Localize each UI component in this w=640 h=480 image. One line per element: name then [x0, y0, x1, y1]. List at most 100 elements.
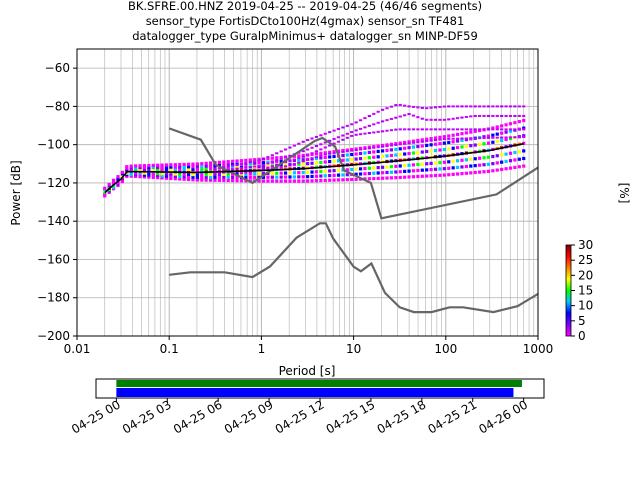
ppsd-bin	[464, 144, 468, 148]
ppsd-bin	[151, 167, 155, 172]
ppsd-bin	[314, 161, 319, 165]
ppsd-bin	[253, 158, 257, 162]
ppsd-branch-bin	[314, 135, 319, 138]
ppsd-branch-bin	[372, 146, 376, 149]
ppsd-bin	[354, 152, 358, 156]
ppsd-branch-bin	[464, 137, 468, 140]
ppsd-branch-bin	[231, 168, 235, 171]
ppsd-bin	[442, 160, 446, 164]
ppsd-bin	[328, 178, 332, 182]
ppsd-branch-bin	[336, 136, 341, 139]
ppsd-bin	[319, 178, 323, 183]
ppsd-bin	[460, 138, 464, 142]
ppsd-bin	[367, 145, 371, 149]
ppsd-branch-bin	[279, 157, 283, 160]
ppsd-branch-bin	[358, 133, 363, 136]
ppsd-bin	[438, 167, 442, 171]
ppsd-branch-bin	[310, 157, 314, 160]
ppsd-branch-bin	[455, 137, 460, 140]
ppsd-branch-bin	[517, 136, 521, 139]
ppsd-bin	[513, 165, 517, 170]
ppsd-bin	[310, 161, 314, 165]
ppsd-bin	[336, 159, 341, 163]
ppsd-bin	[253, 161, 257, 165]
ppsd-branch-bin	[363, 126, 367, 129]
ppsd-bin	[500, 160, 504, 164]
ppsd-bin	[156, 167, 160, 171]
ppsd-branch-bin	[508, 136, 513, 139]
ppsd-bin	[200, 164, 204, 168]
ppsd-bin	[288, 179, 292, 183]
ppsd-bin	[482, 135, 486, 139]
ppsd-branch-bin	[376, 146, 380, 149]
ppsd-bin	[336, 168, 341, 172]
ppsd-bin	[182, 175, 186, 179]
ppsd-branch-bin	[389, 117, 394, 120]
ppsd-bin	[385, 143, 389, 147]
ppsd-bin	[350, 157, 354, 162]
ppsd-bin	[389, 153, 394, 158]
ppsd-bin	[217, 172, 222, 176]
ppsd-bin	[447, 147, 451, 151]
ppsd-bin	[292, 171, 296, 175]
ppsd-bin	[323, 174, 327, 178]
ppsd-bin	[482, 163, 486, 167]
ppsd-branch-bin	[517, 128, 521, 131]
ppsd-bin	[517, 120, 521, 124]
ppsd-bin	[235, 159, 239, 163]
ppsd-bin	[182, 165, 186, 169]
ppsd-branch-bin	[323, 132, 327, 135]
ppsd-branch-bin	[416, 141, 420, 144]
title-line-2: sensor_type FortisDCto100Hz(4gmax) senso…	[146, 14, 465, 28]
ppsd-bin	[464, 158, 468, 162]
ppsd-bin	[213, 178, 217, 182]
ppsd-branch-bin	[522, 136, 526, 139]
ppsd-branch-bin	[283, 148, 288, 151]
ppsd-branch-bin	[306, 148, 310, 151]
ppsd-branch-bin	[460, 105, 464, 108]
ppsd-bin	[257, 172, 261, 176]
ppsd-bin	[275, 175, 279, 179]
ppsd-bin	[178, 167, 182, 171]
ppsd-bin	[495, 125, 499, 129]
y-tick-label: −80	[45, 99, 70, 113]
ppsd-bin	[261, 161, 266, 165]
ppsd-branch-bin	[380, 120, 385, 123]
ppsd-bin	[504, 152, 508, 156]
ppsd-branch-bin	[367, 132, 371, 135]
ppsd-bin	[433, 173, 438, 178]
ppsd-branch-bin	[482, 105, 486, 108]
ppsd-bin	[442, 141, 446, 145]
ppsd-bin	[186, 167, 191, 171]
ppsd-bin	[398, 175, 402, 180]
ppsd-branch-bin	[513, 136, 517, 139]
ppsd-bin	[341, 158, 345, 162]
ppsd-bin	[169, 172, 173, 176]
ppsd-branch-bin	[491, 105, 495, 108]
ppsd-branch-bin	[217, 171, 222, 174]
ppsd-branch-bin	[447, 137, 451, 140]
ppsd-bin	[451, 140, 455, 144]
ppsd-bin	[297, 171, 301, 175]
ppsd-branch-bin	[491, 128, 495, 131]
y-tick-label: −200	[37, 329, 70, 343]
ppsd-bin	[478, 156, 482, 160]
ppsd-bin	[447, 134, 451, 138]
ppsd-bin	[350, 147, 354, 152]
ppsd-bin	[134, 167, 138, 172]
ppsd-bin	[178, 172, 182, 176]
ppsd-bin	[451, 133, 455, 137]
ppsd-bin	[107, 182, 111, 186]
ppsd-bin	[403, 152, 407, 156]
ppsd-branch-bin	[491, 114, 495, 117]
ppsd-bin	[319, 151, 323, 155]
coverage-tick-label: 04-25 09	[222, 397, 276, 436]
ppsd-branch-bin	[442, 105, 446, 108]
ppsd-branch-bin	[363, 132, 367, 135]
colorbar-tick-label: 30	[578, 238, 593, 252]
ppsd-branch-bin	[372, 131, 376, 134]
ppsd-branch-bin	[319, 154, 323, 157]
ppsd-branch-bin	[235, 163, 239, 166]
ppsd-bin	[301, 170, 305, 175]
